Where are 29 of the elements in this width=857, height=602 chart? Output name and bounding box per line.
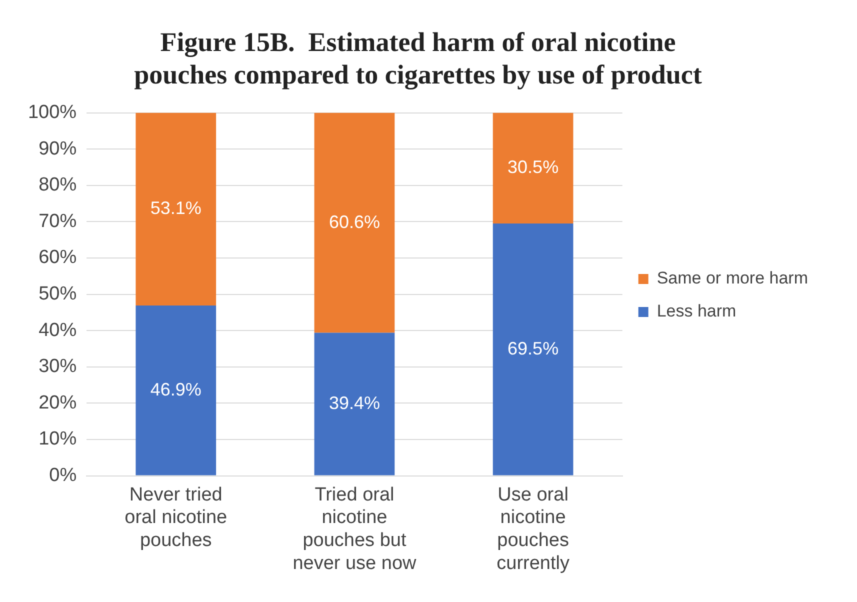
y-tick-label: 50% xyxy=(38,284,77,305)
y-tick-label: 60% xyxy=(38,247,77,268)
x-tick-label: Tried oral nicotine pouches but never use now xyxy=(292,484,417,574)
text: 46.9% xyxy=(150,379,202,400)
y-tick-label: 70% xyxy=(38,210,77,232)
y-tick-label: 30% xyxy=(38,356,77,378)
text: 30.5% xyxy=(508,157,559,178)
text: 53.1% xyxy=(150,198,202,218)
text: 39.4% xyxy=(328,393,380,414)
y-tick-label: 10% xyxy=(38,428,77,450)
y-tick-label: 0% xyxy=(49,465,77,486)
bar xyxy=(492,224,574,476)
legend-label: Less harm xyxy=(656,302,736,321)
text: 60.6% xyxy=(328,212,380,232)
bar xyxy=(136,112,216,306)
y-tick-label: 100% xyxy=(28,102,77,124)
bar xyxy=(136,306,216,476)
y-tick-label: 40% xyxy=(38,320,77,341)
x-tick-label: Never tried oral nicotine pouches xyxy=(124,484,228,552)
bar xyxy=(492,112,574,224)
y-tick-label: 80% xyxy=(38,174,77,196)
text: 69.5% xyxy=(508,338,559,358)
x-tick-label: Use oral nicotine pouches currently xyxy=(496,484,570,574)
bar xyxy=(314,332,395,476)
y-tick-label: 90% xyxy=(38,138,77,160)
legend-label: Same or more harm xyxy=(656,268,808,288)
y-tick-label: 20% xyxy=(38,392,77,414)
chart-title: Figure 15B. Estimated harm of oral nicotine pouches compared to cigarettes by use of product xyxy=(134,27,702,90)
bar xyxy=(314,112,395,333)
